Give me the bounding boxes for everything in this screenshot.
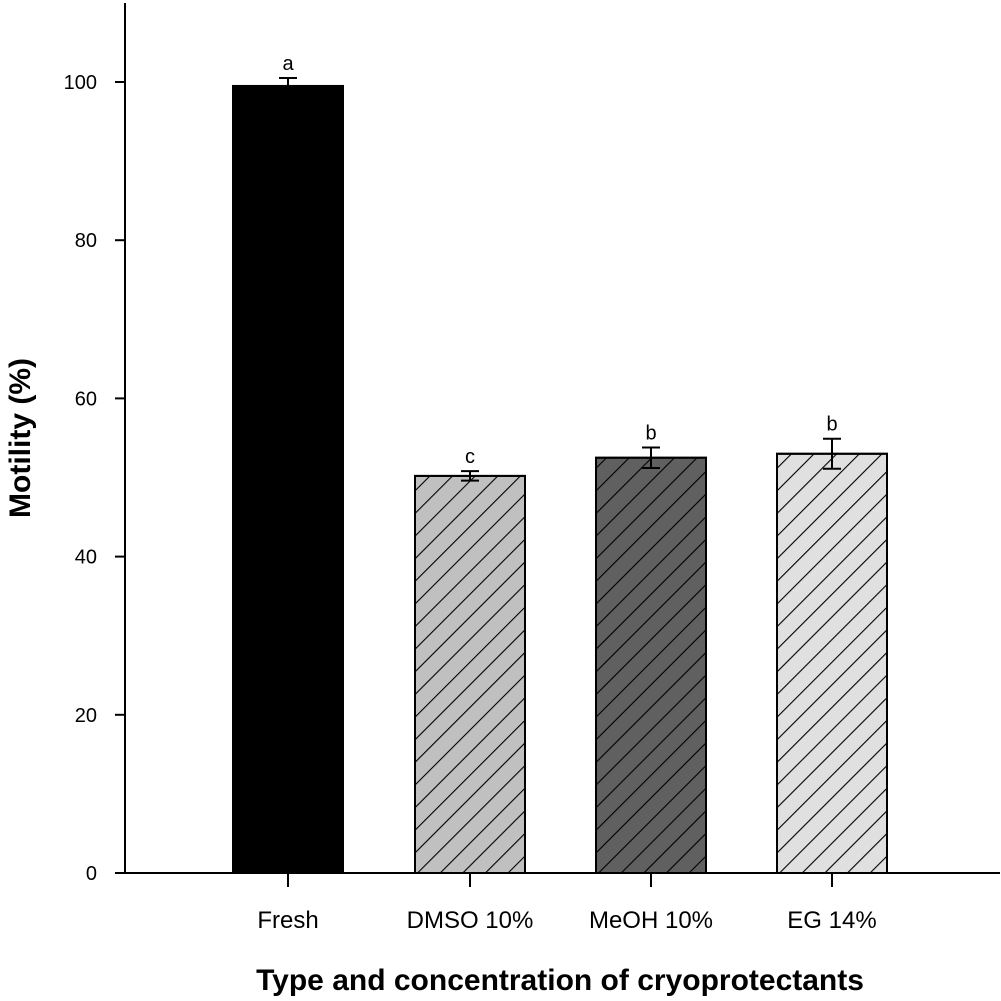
significance-label: c xyxy=(465,446,475,468)
y-axis-ticks: 0 20 40 60 80 100 xyxy=(64,72,125,885)
bar-hatch xyxy=(414,474,526,874)
y-tick-label: 100 xyxy=(64,72,97,94)
error-bars xyxy=(279,77,841,482)
y-tick-label: 20 xyxy=(75,705,97,727)
y-tick-label: 40 xyxy=(75,547,97,569)
bar-hatch xyxy=(595,456,707,874)
significance-label: b xyxy=(645,422,656,444)
bar-hatch xyxy=(776,452,888,874)
y-tick-label: 80 xyxy=(75,230,97,252)
y-axis-title: Motility (%) xyxy=(4,358,37,518)
significance-label: a xyxy=(282,53,294,75)
x-axis-ticks: Fresh DMSO 10% MeOH 10% EG 14% xyxy=(257,873,877,934)
significance-label: b xyxy=(826,414,837,436)
x-tick-label: EG 14% xyxy=(787,907,876,934)
x-tick-label: MeOH 10% xyxy=(589,907,713,934)
bar xyxy=(232,84,344,874)
x-tick-label: DMSO 10% xyxy=(407,907,534,934)
bars xyxy=(232,84,888,874)
significance-labels: a c b b xyxy=(282,53,837,468)
y-tick-label: 0 xyxy=(86,863,97,885)
x-axis-title: Type and concentration of cryoprotectant… xyxy=(256,964,864,997)
y-tick-label: 60 xyxy=(75,388,97,410)
x-tick-label: Fresh xyxy=(257,907,318,934)
